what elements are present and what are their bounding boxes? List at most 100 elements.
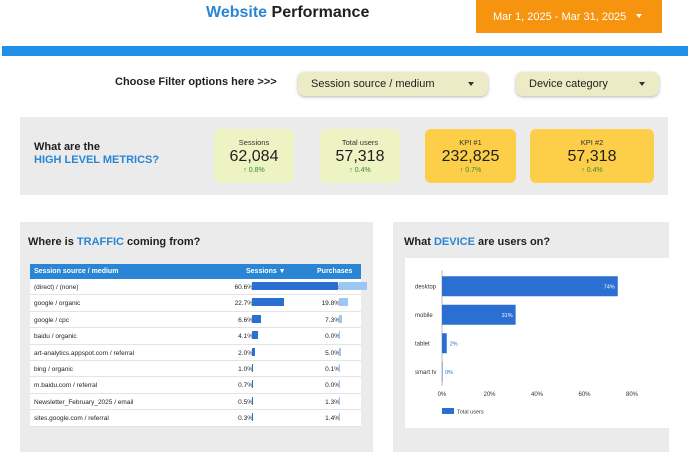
source-cell: sites.google.com / referral (34, 415, 109, 423)
table-row[interactable]: bing / organic 1.0% 0.1% (30, 361, 361, 378)
table-row[interactable]: m.baidu.com / referral 0.7% 0.0% (30, 377, 361, 394)
scorecard-change: ↑ 0.4% (349, 167, 371, 174)
legend-swatch (442, 408, 454, 414)
total-users-scorecard: Total users 57,318 ↑ 0.4% (320, 129, 400, 183)
data-label: 74% (604, 284, 615, 290)
bar (442, 304, 516, 325)
purchases-cell: 5.0% (325, 349, 340, 357)
device-bar-chart: desktop 74% mobile 31% tablet 2% smart tv 0% 0% 2… (405, 258, 674, 428)
purchases-bar (339, 347, 342, 356)
table-row[interactable]: Newsletter_February_2025 / email 0.5% 1.3% (30, 394, 361, 411)
traffic-title: Where is TRAFFIC coming from? (28, 236, 200, 248)
source-cell: Newsletter_February_2025 / email (34, 398, 134, 406)
purchases-bar (339, 396, 340, 405)
table-row[interactable]: art-analytics.appspot.com / referral 2.0%… (30, 345, 361, 361)
scorecard-value: 232,825 (441, 148, 500, 165)
purchases-cell: 19.8% (321, 300, 340, 308)
traffic-title-highlight: TRAFFIC (76, 236, 124, 248)
table-row[interactable]: (direct) / (none)60.6%64.0% (30, 279, 367, 296)
bar (442, 276, 618, 297)
scorecard-value: 57,318 (567, 148, 617, 165)
scorecard-label: Total users (341, 138, 379, 147)
sessions-bar (252, 413, 253, 422)
table-row[interactable]: baidu / organic 4.1% 0.0% (30, 328, 361, 345)
column-header-purchases[interactable]: Purchases (317, 268, 353, 275)
category-label: mobile (415, 313, 433, 319)
source-cell: google / cpc (34, 316, 70, 324)
traffic-title-post: coming from? (127, 236, 201, 248)
session-source-dropdown[interactable]: Session source / medium (298, 72, 488, 96)
scorecard-value: 62,084 (229, 148, 279, 165)
scorecard-value: 57,318 (335, 148, 385, 165)
date-range-picker[interactable]: Mar 1, 2025 - Mar 31, 2025 (476, 0, 662, 33)
purchases-bar (339, 380, 340, 389)
purchases-cell: 0.0% (325, 382, 340, 390)
filter-label: Choose Filter options here >>> (115, 76, 277, 88)
source-cell: (direct) / (none) (34, 284, 79, 291)
source-cell: bing / organic (34, 365, 74, 373)
purchases-bar (339, 363, 340, 372)
data-label: 2% (450, 341, 458, 347)
table-body: (direct) / (none)60.6%64.0%google / orga… (30, 279, 367, 427)
traffic-table: Session source / medium Sessions ▼ Purch… (30, 264, 367, 427)
device-category-dropdown[interactable]: Device category (516, 72, 659, 96)
x-tick-label: 60% (578, 392, 591, 398)
purchases-bar (339, 298, 348, 307)
purchases-bar (339, 314, 343, 323)
sessions-cell: 0.5% (238, 398, 253, 406)
table-header: Session source / medium Sessions ▼ Purch… (30, 264, 361, 279)
date-range-label: Mar 1, 2025 - Mar 31, 2025 (493, 10, 627, 23)
source-cell: baidu / organic (34, 333, 77, 341)
category-label: tablet (415, 341, 430, 347)
source-cell: m.baidu.com / referral (34, 382, 98, 390)
purchases-cell: 1.4% (325, 415, 340, 423)
sessions-bar (252, 380, 253, 389)
scorecard-label: KPI #2 (580, 138, 604, 147)
sessions-bar (252, 282, 338, 290)
purchases-cell: 0.0% (325, 333, 340, 341)
category-label: smart tv (415, 370, 436, 376)
sessions-cell: 0.3% (238, 415, 253, 423)
bar (442, 361, 443, 382)
header-divider (2, 46, 688, 56)
traffic-title-pre: Where is (28, 236, 74, 248)
page-title-highlight: Website (206, 4, 268, 21)
metrics-question-line2: HIGH LEVEL METRICS? (34, 154, 160, 166)
sessions-cell: 1.0% (238, 365, 253, 373)
sessions-bar (252, 363, 254, 372)
page-title-rest: Performance (271, 4, 370, 21)
purchases-bar (339, 282, 367, 290)
metrics-question-line1: What are the (34, 141, 101, 153)
purchases-cell: 0.1% (325, 365, 340, 373)
device-title-post: are users on? (477, 236, 551, 248)
table-row[interactable]: sites.google.com / referral 0.3% 1.4% (30, 410, 361, 427)
table-row[interactable]: google / cpc 6.6% 7.3% (30, 312, 361, 329)
legend-label: Total users (457, 410, 484, 416)
x-tick-label: 20% (483, 392, 496, 398)
sessions-cell: 0.7% (238, 382, 253, 390)
sessions-bar (252, 314, 262, 323)
bar (442, 333, 447, 354)
metrics-question: What are the HIGH LEVEL METRICS? (34, 141, 159, 167)
device-category-dropdown-label: Device category (529, 78, 608, 90)
data-label: 0% (445, 370, 453, 376)
column-header-sessions[interactable]: Sessions ▼ (246, 268, 286, 275)
sessions-bar (252, 298, 285, 307)
source-cell: art-analytics.appspot.com / referral (34, 349, 135, 357)
scorecard-label: Sessions (238, 138, 270, 147)
device-title: What DEVICE are users on? (404, 236, 550, 248)
column-header-source[interactable]: Session source / medium (34, 268, 119, 275)
x-tick-label: 80% (626, 392, 639, 398)
sessions-cell: 60.6% (234, 284, 253, 291)
kpi2-scorecard: KPI #2 57,318 ↑ 0.4% (530, 129, 654, 183)
chevron-down-icon (636, 14, 642, 18)
session-source-dropdown-label: Session source / medium (311, 78, 435, 90)
category-label: desktop (415, 284, 437, 290)
scorecard-change: ↑ 0.8% (243, 167, 265, 174)
page-title: Website Performance (206, 4, 369, 22)
table-row[interactable]: google / organic 22.7% 19.8% (30, 295, 361, 312)
chevron-down-icon (639, 82, 645, 86)
purchases-cell: 7.3% (325, 316, 340, 324)
sessions-cell: 2.0% (238, 349, 253, 357)
purchases-bar (339, 413, 340, 422)
